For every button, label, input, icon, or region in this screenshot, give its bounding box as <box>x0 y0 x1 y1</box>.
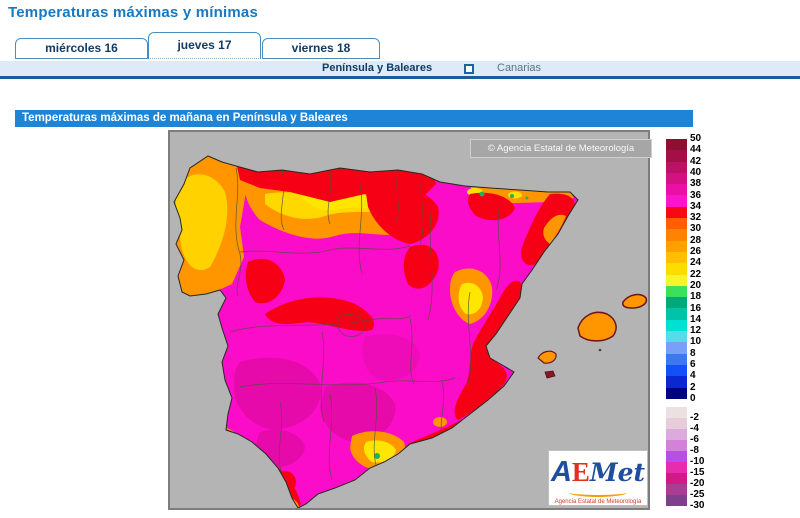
aemet-letters-met: Met <box>589 458 646 487</box>
spain-map-svg <box>170 132 648 508</box>
tab-viernes-18[interactable]: viernes 18 <box>262 38 380 59</box>
tab-miercoles-16[interactable]: miércoles 16 <box>15 38 148 59</box>
map-title-bar: Temperaturas máximas de mañana en Peníns… <box>15 110 693 127</box>
temperature-scale: 50 44 42 40 38 36 34 32 30 28 26 24 22 20 18 16 14 12 10 8 6… <box>666 134 726 510</box>
aemet-logo-subtitle: Agencia Estatal de Meteorología <box>554 499 642 505</box>
page-title: Temperaturas máximas y mínimas <box>8 4 259 21</box>
legend-positive-bar <box>666 139 687 399</box>
nav-item-peninsula[interactable]: Península y Baleares <box>322 62 433 74</box>
legend-negative-bar <box>666 406 687 506</box>
map-copyright: © Agencia Estatal de Meteorología <box>470 139 652 158</box>
aemet-logo: AEMet Agencia Estatal de Meteorología <box>548 450 648 506</box>
region-nav-bar: Península y Baleares Canarias <box>0 61 800 79</box>
square-bullet-icon <box>464 64 474 74</box>
aemet-letter-a: A <box>550 456 572 488</box>
logo-swoosh-icon <box>569 488 627 497</box>
aemet-logo-wordmark: AEMet <box>549 457 647 492</box>
nav-item-canarias[interactable]: Canarias <box>497 62 542 74</box>
aemet-letter-e: E <box>571 457 590 487</box>
temperature-map: © Agencia Estatal de Meteorología AEMet … <box>168 130 652 510</box>
tab-jueves-17[interactable]: jueves 17 <box>148 32 261 59</box>
